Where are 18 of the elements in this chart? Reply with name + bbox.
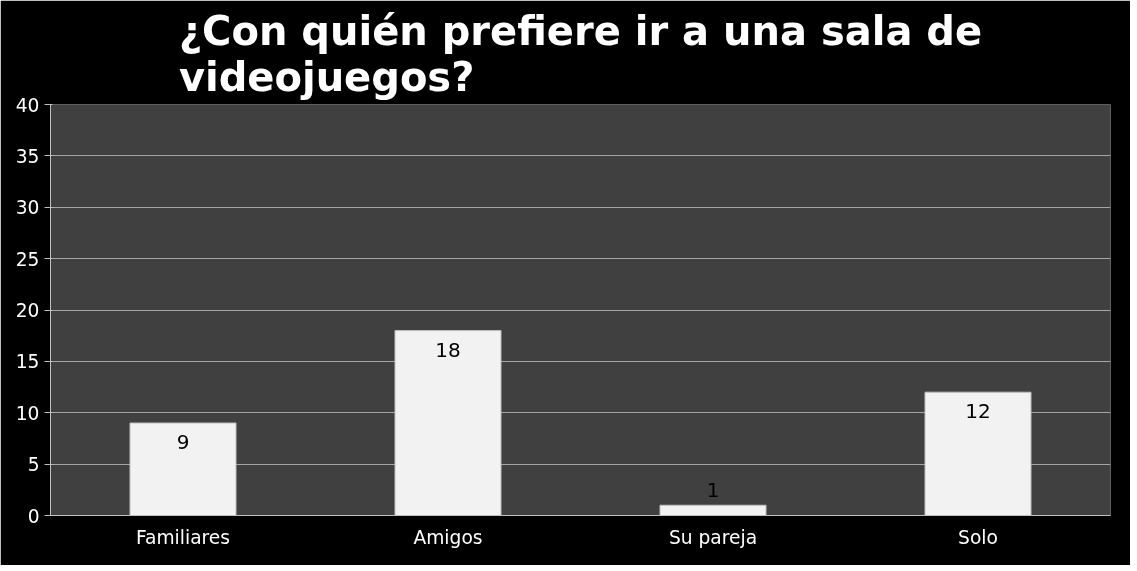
x-tick-label: Amigos — [413, 526, 483, 548]
x-tick-label: Su pareja — [668, 526, 758, 548]
y-tick-label: 15 — [15, 351, 40, 373]
y-tick-label: 0 — [27, 505, 40, 527]
x-tick-label: Solo — [958, 526, 998, 548]
chart-title: ¿Con quién prefiere ir a una sala de videojuegos? — [178, 7, 983, 100]
y-tick-label: 10 — [15, 402, 40, 424]
y-tick-label: 25 — [15, 248, 40, 270]
data-label: 9 — [176, 430, 190, 455]
y-tick-label: 5 — [27, 454, 40, 476]
y-tick-label: 20 — [15, 300, 40, 321]
data-label: 12 — [965, 399, 991, 424]
x-tick-label: Familiares — [135, 526, 231, 548]
y-tick-label: 40 — [15, 94, 40, 116]
data-label: 1 — [706, 478, 720, 503]
y-tick-label: 35 — [15, 145, 40, 167]
y-tick-label: 30 — [15, 197, 40, 219]
data-label: 18 — [435, 337, 461, 362]
